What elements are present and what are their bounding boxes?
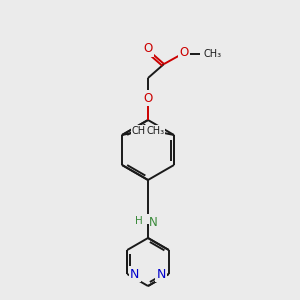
Text: N: N: [149, 216, 158, 229]
Text: O: O: [143, 43, 153, 56]
Text: O: O: [179, 46, 189, 59]
Text: N: N: [156, 268, 166, 281]
Text: CH₃: CH₃: [132, 126, 150, 136]
Text: N: N: [130, 268, 140, 281]
Text: H: H: [135, 216, 143, 226]
Text: CH₃: CH₃: [146, 126, 164, 136]
Text: CH₃: CH₃: [204, 49, 222, 59]
Text: O: O: [143, 92, 153, 104]
